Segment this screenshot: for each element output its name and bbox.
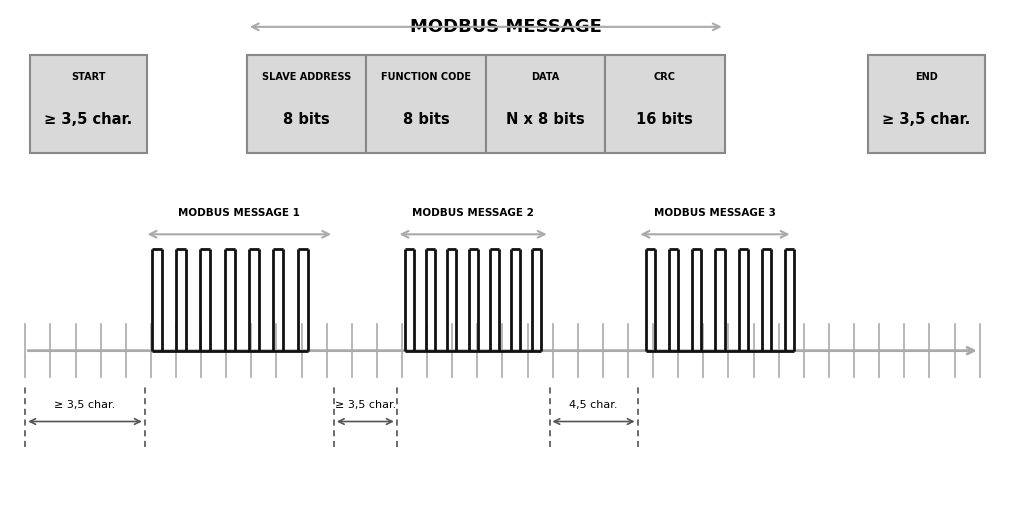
Text: MODBUS MESSAGE 1: MODBUS MESSAGE 1 <box>178 207 300 217</box>
Text: ≥ 3,5 char.: ≥ 3,5 char. <box>44 112 132 127</box>
FancyBboxPatch shape <box>485 56 605 154</box>
Text: MODBUS MESSAGE: MODBUS MESSAGE <box>409 18 602 36</box>
Text: SLAVE ADDRESS: SLAVE ADDRESS <box>262 72 351 82</box>
Text: 8 bits: 8 bits <box>402 112 449 127</box>
Text: FUNCTION CODE: FUNCTION CODE <box>381 72 470 82</box>
Text: MODBUS MESSAGE 2: MODBUS MESSAGE 2 <box>411 207 534 217</box>
Text: START: START <box>71 72 106 82</box>
FancyBboxPatch shape <box>366 56 485 154</box>
Text: END: END <box>914 72 937 82</box>
Text: CRC: CRC <box>653 72 675 82</box>
Text: ≥ 3,5 char.: ≥ 3,5 char. <box>335 399 395 409</box>
Text: DATA: DATA <box>531 72 559 82</box>
Text: 16 bits: 16 bits <box>636 112 693 127</box>
FancyBboxPatch shape <box>605 56 724 154</box>
FancyBboxPatch shape <box>30 56 147 154</box>
Text: 8 bits: 8 bits <box>283 112 330 127</box>
Text: N x 8 bits: N x 8 bits <box>506 112 584 127</box>
FancyBboxPatch shape <box>867 56 984 154</box>
Text: ≥ 3,5 char.: ≥ 3,5 char. <box>882 112 970 127</box>
Text: 4,5 char.: 4,5 char. <box>569 399 617 409</box>
FancyBboxPatch shape <box>247 56 366 154</box>
Text: ≥ 3,5 char.: ≥ 3,5 char. <box>55 399 115 409</box>
Text: MODBUS MESSAGE 3: MODBUS MESSAGE 3 <box>653 207 775 217</box>
